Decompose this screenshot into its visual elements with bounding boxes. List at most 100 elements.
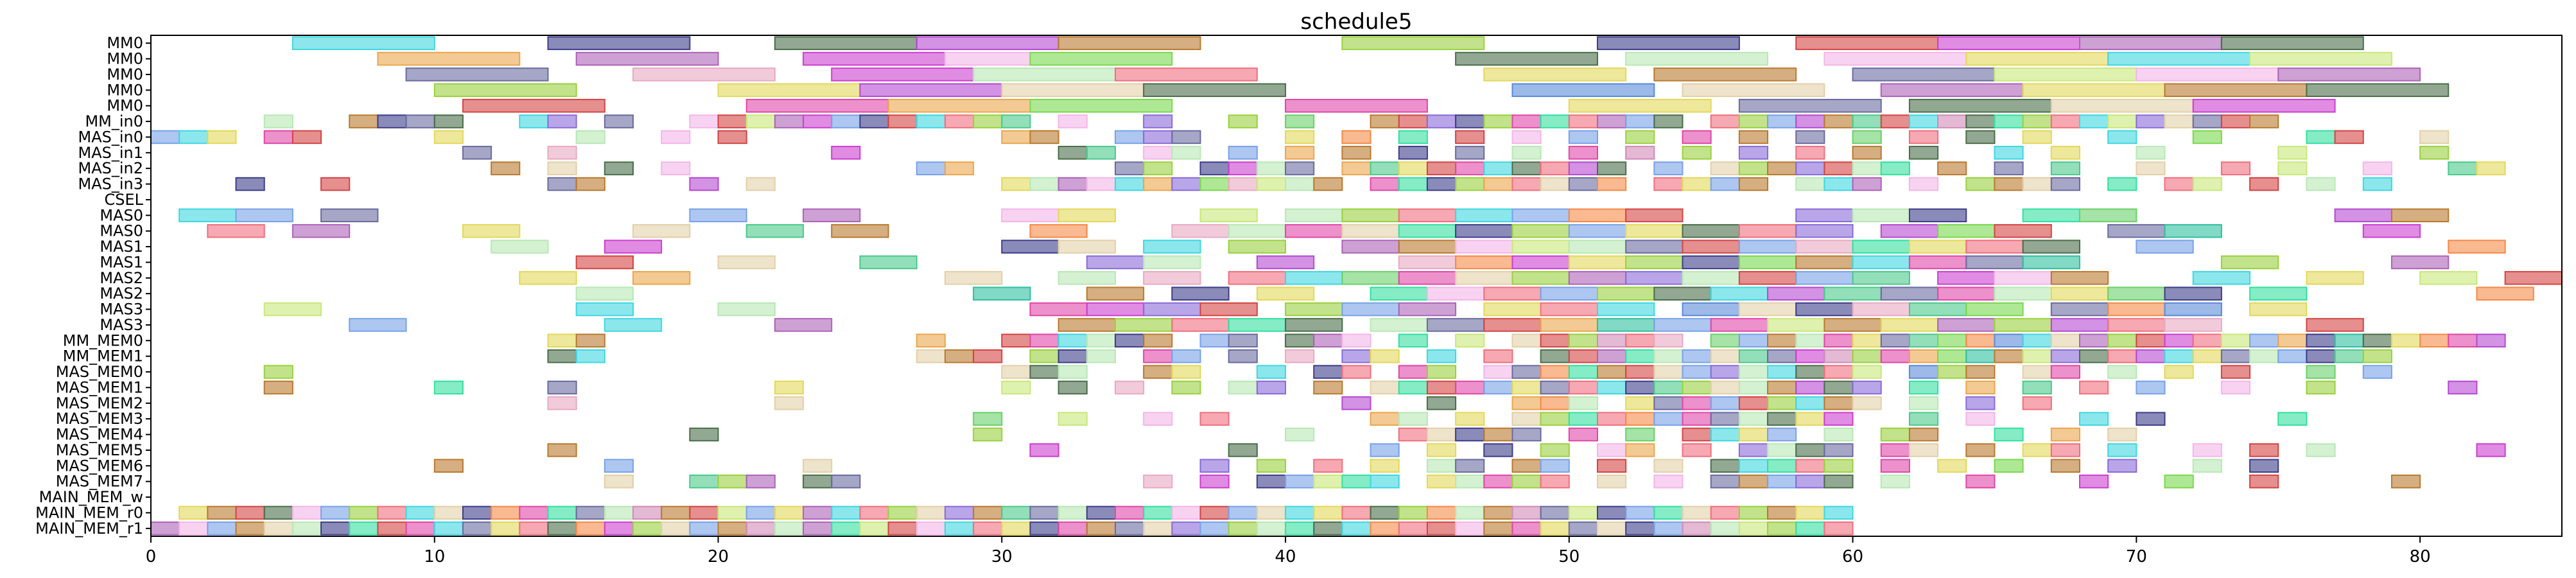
task-bar [973, 114, 1003, 128]
task-bar [1285, 208, 1343, 223]
task-bar [1738, 161, 1769, 175]
task-bar [1908, 380, 1939, 395]
task-bar [1057, 505, 1088, 520]
task-bar [803, 208, 861, 223]
task-bar [1682, 396, 1712, 410]
task-bar [887, 98, 1031, 113]
task-bar [1426, 396, 1457, 410]
task-bar [1256, 380, 1287, 395]
task-bar [717, 255, 776, 270]
task-bar [1540, 474, 1570, 489]
task-bar [1426, 318, 1485, 332]
task-bar [1426, 365, 1457, 379]
task-bar [1568, 114, 1598, 128]
task-bar [1597, 286, 1655, 301]
task-bar [717, 505, 747, 520]
task-bar [1115, 130, 1145, 144]
task-bar [263, 380, 293, 395]
task-bar [1199, 177, 1230, 191]
task-bar [1426, 286, 1485, 301]
task-bar [1738, 474, 1769, 489]
task-bar [2050, 98, 2194, 113]
task-bar [2050, 427, 2080, 442]
task-bar [1597, 443, 1627, 457]
task-bar [2192, 459, 2222, 473]
task-bar [1965, 240, 2024, 254]
task-bar [1625, 380, 1655, 395]
task-bar [2164, 83, 2308, 98]
task-bar [1199, 333, 1230, 348]
task-bar [1653, 380, 1684, 395]
task-bar [1455, 412, 1485, 426]
task-bar [1937, 36, 2081, 50]
task-bar [689, 505, 719, 520]
task-bar [2079, 412, 2109, 426]
task-bar [859, 255, 918, 270]
task-bar [1795, 177, 1825, 191]
task-bar [2249, 474, 2279, 489]
task-bar [2107, 302, 2166, 317]
task-bar [1767, 459, 1797, 473]
task-bar [1143, 114, 1173, 128]
task-bar [547, 349, 577, 363]
task-bar [1653, 67, 1797, 82]
y-tick-label: MAS_MEM1 [56, 378, 143, 396]
task-bar [859, 505, 889, 520]
task-bar [1568, 380, 1598, 395]
task-bar [1767, 349, 1797, 363]
task-bar [973, 521, 1003, 536]
task-bar [1937, 349, 1967, 363]
task-bar [1540, 302, 1598, 317]
task-bar [207, 521, 237, 536]
task-bar [519, 521, 549, 536]
task-bar [1738, 240, 1797, 254]
task-bar [1682, 380, 1712, 395]
task-bar [491, 521, 521, 536]
task-bar [1880, 114, 1910, 128]
task-bar [1483, 67, 1627, 82]
task-bar [1908, 365, 1939, 379]
task-bar [1852, 130, 1882, 144]
task-bar [2306, 177, 2336, 191]
task-bar [774, 318, 833, 332]
task-bar [1086, 255, 1145, 270]
task-bar [1710, 380, 1740, 395]
task-bar [1795, 459, 1825, 473]
task-bar [1256, 521, 1287, 536]
task-bar [2050, 365, 2080, 379]
task-bar [1994, 67, 2137, 82]
task-bar [2220, 349, 2251, 363]
task-bar [2277, 67, 2421, 82]
task-bar [1653, 318, 1712, 332]
task-bar [859, 83, 1003, 98]
task-bar [349, 318, 407, 332]
task-bar [2334, 130, 2364, 144]
task-bar [1426, 177, 1457, 191]
task-bar [1908, 302, 1967, 317]
task-bar [1398, 521, 1428, 536]
task-bar [1568, 146, 1598, 160]
task-bar [831, 114, 861, 128]
task-bar [1086, 177, 1116, 191]
task-bar [1795, 161, 1825, 175]
task-bar [1795, 130, 1825, 144]
task-bar [1057, 365, 1088, 379]
task-bar [1880, 223, 1939, 238]
task-bar [2419, 146, 2450, 160]
task-bar [1511, 380, 1542, 395]
task-bar [1908, 333, 1939, 348]
task-bar [1256, 255, 1315, 270]
x-axis: 0 10 20 30 40 50 60 70 80 [146, 536, 2431, 566]
task-bar [1199, 505, 1230, 520]
task-bar [2050, 177, 2080, 191]
task-bar [1597, 521, 1627, 536]
task-bar [944, 51, 1031, 66]
task-bar [2079, 36, 2222, 50]
task-bar [745, 474, 776, 489]
task-bar [831, 521, 861, 536]
task-bar [2249, 459, 2279, 473]
task-bar [178, 521, 209, 536]
task-bar [235, 505, 265, 520]
task-bar [2079, 333, 2109, 348]
task-bar [547, 443, 577, 457]
